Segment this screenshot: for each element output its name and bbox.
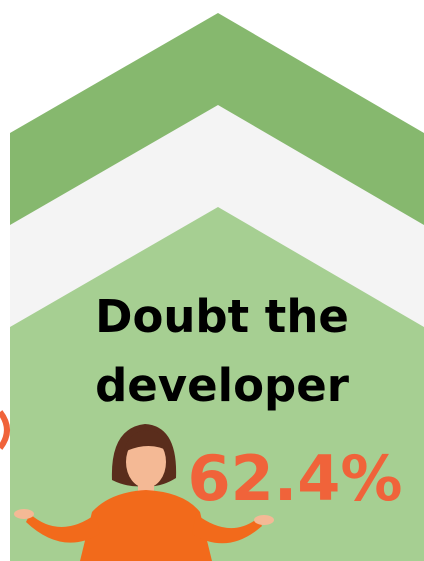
- heading-line2: developer: [95, 359, 350, 412]
- stat-value: 62.4%: [187, 442, 402, 515]
- heading-line1: Doubt the: [95, 290, 349, 343]
- decoration-arc: [0, 410, 10, 450]
- person-illustration: [14, 424, 274, 561]
